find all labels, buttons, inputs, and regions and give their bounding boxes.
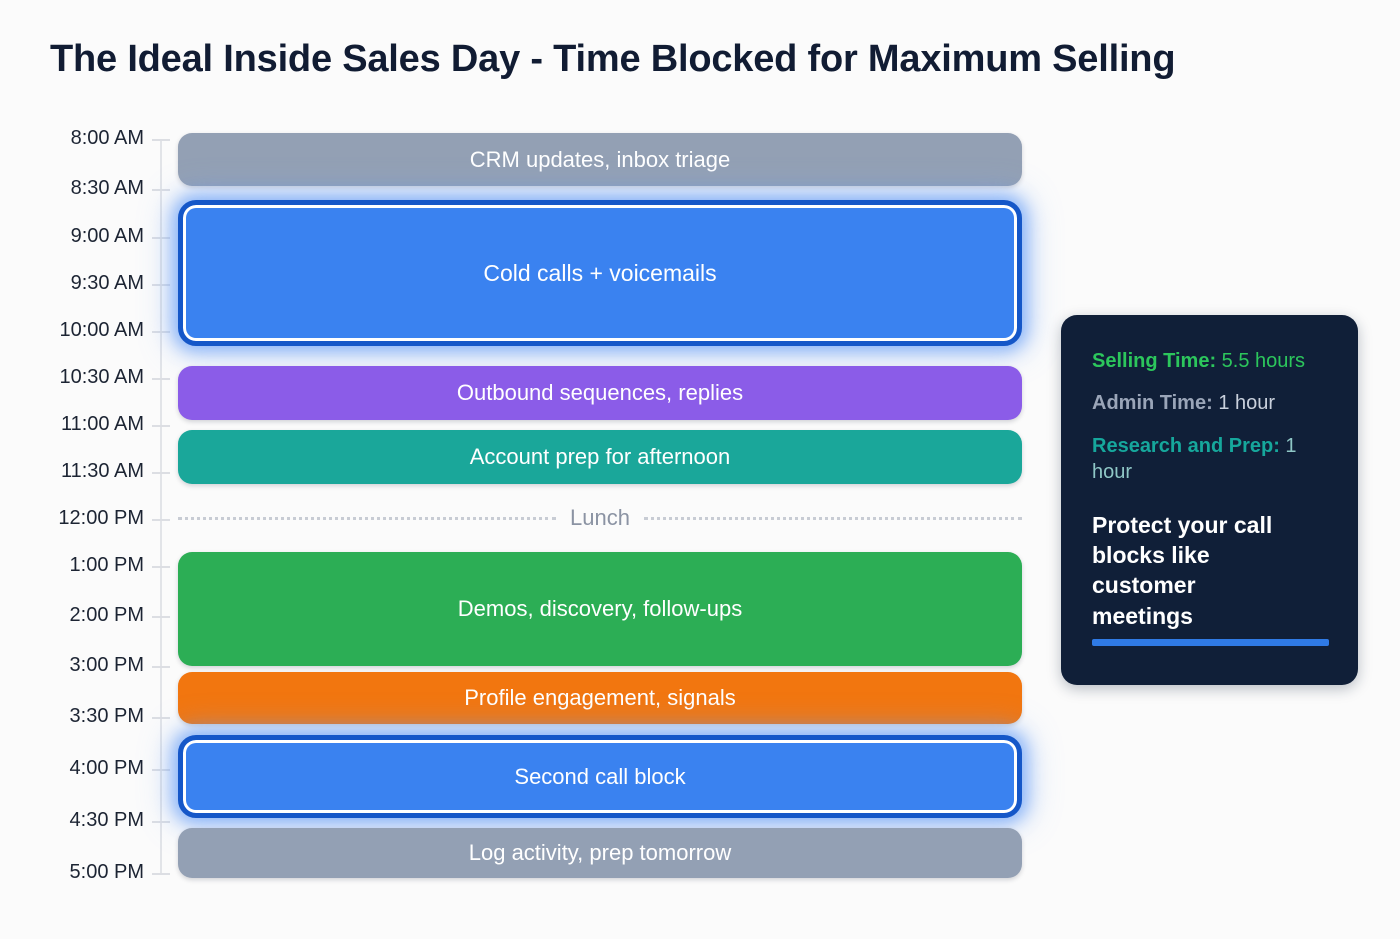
page-title: The Ideal Inside Sales Day - Time Blocke… (50, 38, 1176, 80)
summary-stat-label: Selling Time: (1092, 350, 1217, 372)
time-axis-tick-mark (152, 189, 170, 191)
lunch-divider: Lunch (178, 505, 1023, 531)
schedule-block-cold-calls[interactable]: Cold calls + voicemails (178, 200, 1022, 346)
time-axis-tick-label: 3:00 PM (69, 654, 144, 676)
schedule-block-label: Log activity, prep tomorrow (468, 840, 732, 865)
time-axis-tick-label: 11:00 AM (60, 413, 144, 435)
time-axis-tick-mark (152, 821, 170, 823)
time-axis-tick-label: 4:30 PM (69, 809, 144, 831)
schedule-block-demos-discovery[interactable]: Demos, discovery, follow-ups (178, 552, 1022, 666)
time-axis-tick-mark (152, 566, 170, 568)
lunch-dotted-line-right (643, 516, 1023, 520)
summary-stat-row: Selling Time: 5.5 hours (1092, 348, 1327, 374)
time-axis-tick-label: 10:30 AM (59, 366, 144, 388)
schedule-block-second-call-block[interactable]: Second call block (178, 735, 1022, 818)
summary-stat-label: Admin Time: (1092, 392, 1213, 415)
time-axis-tick-label: 10:00 AM (59, 319, 144, 341)
time-axis-tick-mark (152, 873, 170, 875)
schedule-block-label: Outbound sequences, replies (456, 380, 744, 405)
time-axis-tick-mark (152, 331, 170, 333)
summary-card: Selling Time: 5.5 hours Admin Time: 1 hou… (1061, 315, 1358, 685)
summary-stat-row: Admin Time: 1 hour (1092, 390, 1327, 416)
summary-stat-value: 1 hour (1212, 392, 1276, 415)
summary-tip-text: Protect your call blocks like customer m… (1092, 511, 1273, 629)
schedule-block-crm-updates[interactable]: CRM updates, inbox triage (178, 133, 1022, 186)
time-axis-tick-mark (152, 425, 170, 427)
schedule-timeline: 8:00 AM 8:30 AM 9:00 AM 9:30 AM 10:00 AM 10:3… (0, 118, 1040, 898)
time-axis-tick-mark (152, 769, 170, 771)
time-axis-tick-label: 3:30 PM (69, 705, 144, 727)
time-axis-tick-label: 8:00 AM (70, 127, 144, 149)
time-axis-tick-mark (152, 284, 170, 286)
time-axis-tick-label: 9:00 AM (70, 225, 144, 247)
schedule-block-log-activity[interactable]: Log activity, prep tomorrow (178, 828, 1022, 878)
time-axis-tick-label: 5:00 PM (69, 861, 144, 883)
time-axis-tick-mark (152, 616, 170, 618)
time-axis-tick-label: 8:30 AM (70, 177, 144, 199)
time-axis-tick-mark (152, 139, 170, 141)
schedule-block-label: Cold calls + voicemails (483, 259, 717, 286)
schedule-block-outbound-sequences[interactable]: Outbound sequences, replies (178, 366, 1022, 420)
time-axis-tick-label: 9:30 AM (70, 272, 144, 294)
time-axis-tick-label: 2:00 PM (69, 604, 144, 626)
summary-stat-value: 5.5 hours (1216, 350, 1306, 372)
time-axis-tick-mark (152, 472, 170, 474)
time-axis-tick-mark (152, 666, 170, 668)
schedule-block-label: CRM updates, inbox triage (469, 146, 731, 172)
time-axis-tick-label: 4:00 PM (69, 757, 144, 779)
schedule-block-profile-engagement[interactable]: Profile engagement, signals (178, 672, 1022, 724)
summary-stat-value: 1 hour (1092, 434, 1297, 484)
schedule-block-label: Second call block (514, 763, 686, 789)
lunch-dotted-line-left (178, 516, 557, 520)
time-axis-tick-label: 1:00 PM (69, 554, 144, 576)
time-axis-tick-mark (152, 378, 170, 380)
schedule-block-label: Account prep for afternoon (469, 444, 731, 469)
time-axis-tick-label: 11:30 AM (60, 460, 144, 482)
time-axis-tick-mark (152, 717, 170, 719)
schedule-block-label: Profile engagement, signals (464, 685, 736, 710)
time-axis-tick-mark (152, 519, 170, 521)
schedule-block-label: Demos, discovery, follow-ups (457, 596, 743, 621)
schedule-block-account-prep[interactable]: Account prep for afternoon (178, 430, 1022, 484)
time-axis-line (160, 140, 162, 874)
summary-stats-list: Selling Time: 5.5 hours Admin Time: 1 hou… (1092, 348, 1327, 486)
summary-accent-bar (1092, 639, 1329, 646)
lunch-label: Lunch (570, 505, 630, 530)
summary-stat-row: Research and Prep: 1 hour (1092, 433, 1327, 486)
summary-stat-label: Research and Prep: (1092, 434, 1280, 457)
time-axis-tick-label: 12:00 PM (58, 507, 144, 529)
time-axis-tick-mark (152, 237, 170, 239)
